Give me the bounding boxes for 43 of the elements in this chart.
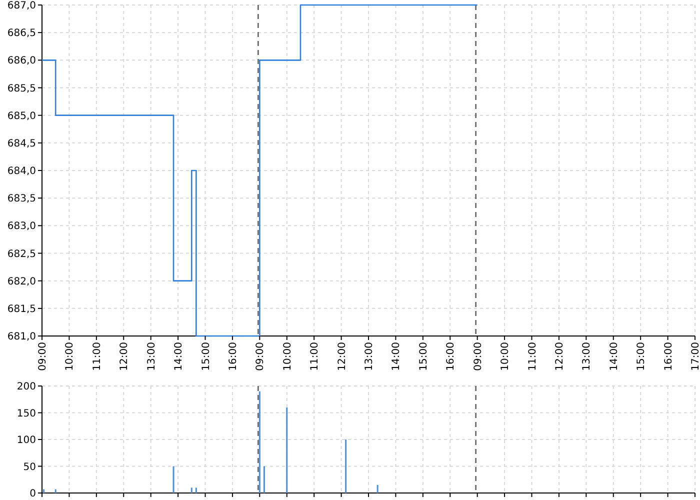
x-tick-label: 11:00 xyxy=(92,342,103,371)
x-tick-label: 16:00 xyxy=(228,342,239,371)
x-tick-label: 12:00 xyxy=(554,342,566,371)
y-tick-label: 686,5 xyxy=(7,28,36,40)
y-tick-label: 681,5 xyxy=(7,304,36,315)
y-tick-label: 685,5 xyxy=(7,83,36,94)
x-tick-label: 14:00 xyxy=(391,342,402,371)
x-tick-label: 14:00 xyxy=(174,342,185,371)
y-tick-label: 50 xyxy=(23,462,36,473)
x-tick-label: 13:00 xyxy=(582,342,593,371)
y-tick-label: 0 xyxy=(30,488,36,500)
x-tick-label: 16:00 xyxy=(446,342,457,371)
x-tick-label: 11:00 xyxy=(310,342,321,371)
y-tick-label: 685,0 xyxy=(7,110,36,122)
x-tick-label: 10:00 xyxy=(64,342,76,371)
x-tick-label: 13:00 xyxy=(146,342,158,371)
x-tick-label: 17:00 xyxy=(690,342,700,371)
y-tick-label: 681,0 xyxy=(7,332,36,342)
y-tick-label: 682,0 xyxy=(7,276,36,288)
x-tick-label: 09:00 xyxy=(38,342,48,371)
y-tick-label: 684,5 xyxy=(7,138,36,150)
y-tick-label: 100 xyxy=(16,435,36,446)
x-tick-label: 09:00 xyxy=(255,342,266,371)
y-tick-label: 686,0 xyxy=(7,56,36,67)
x-tick-label: 10:00 xyxy=(500,342,512,371)
y-tick-label: 687,0 xyxy=(7,0,36,12)
y-tick-label: 682,5 xyxy=(7,248,36,260)
y-tick-label: 150 xyxy=(16,408,36,420)
y-tick-label: 200 xyxy=(16,382,36,392)
x-tick-label: 13:00 xyxy=(364,342,375,371)
x-tick-label: 15:00 xyxy=(636,342,648,371)
y-tick-label: 683,5 xyxy=(7,194,36,205)
x-tick-label: 15:00 xyxy=(200,342,212,371)
x-tick-label: 09:00 xyxy=(472,342,484,371)
x-tick-label: 12:00 xyxy=(336,342,348,371)
x-tick-label: 15:00 xyxy=(418,342,430,371)
x-tick-label: 14:00 xyxy=(608,342,620,371)
y-tick-label: 684,0 xyxy=(7,166,36,177)
x-tick-label: 16:00 xyxy=(663,342,674,371)
x-tick-label: 12:00 xyxy=(119,342,130,371)
x-tick-label: 10:00 xyxy=(282,342,294,371)
y-tick-label: 683,0 xyxy=(7,221,36,232)
x-tick-label: 11:00 xyxy=(527,342,538,371)
